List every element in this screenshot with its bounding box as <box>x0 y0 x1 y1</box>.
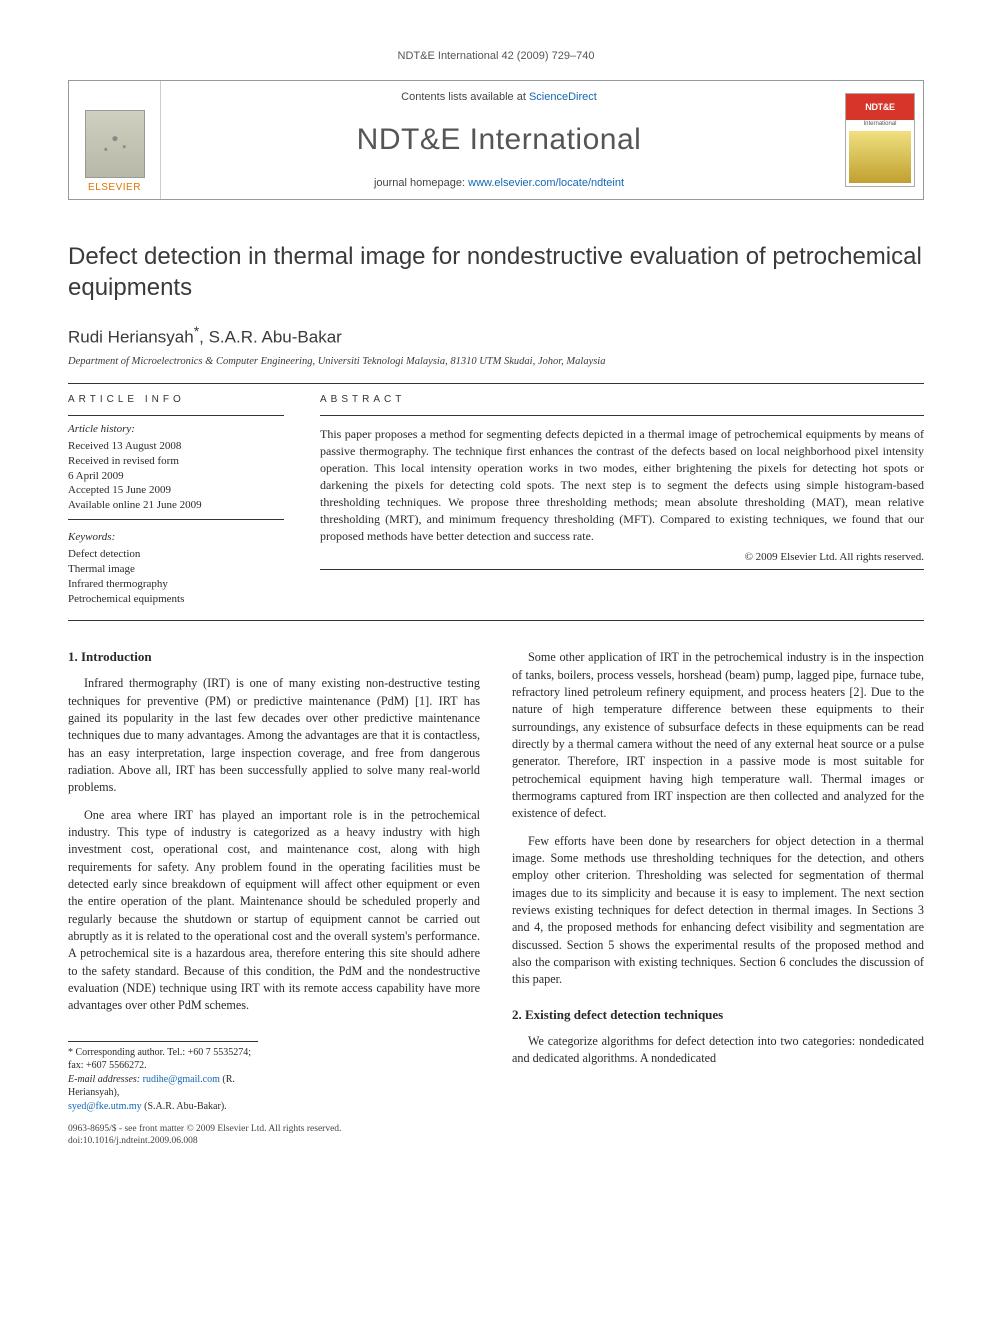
divider <box>320 569 924 570</box>
contents-prefix: Contents lists available at <box>401 91 529 103</box>
homepage-prefix: journal homepage: <box>374 177 468 189</box>
divider <box>68 620 924 621</box>
sciencedirect-link[interactable]: ScienceDirect <box>529 91 597 103</box>
footnotes: * Corresponding author. Tel.: +60 7 5535… <box>68 1041 258 1114</box>
paragraph: Infrared thermography (IRT) is one of ma… <box>68 675 480 796</box>
author-separator: , <box>199 328 208 347</box>
affiliation: Department of Microelectronics & Compute… <box>68 356 924 367</box>
history-line: Received 13 August 2008 <box>68 439 284 454</box>
body-columns: 1. Introduction Infrared thermography (I… <box>68 649 924 1147</box>
history-line: Available online 21 June 2009 <box>68 498 284 513</box>
corresponding-note: * Corresponding author. Tel.: +60 7 5535… <box>68 1046 258 1073</box>
paragraph: Few efforts have been done by researcher… <box>512 833 924 989</box>
email-who: (S.A.R. Abu-Bakar). <box>142 1101 227 1112</box>
article-history: Article history: Received 13 August 2008… <box>68 415 284 520</box>
divider <box>320 415 924 416</box>
keywords-lead: Keywords: <box>68 530 284 545</box>
publisher-block: ELSEVIER <box>69 81 161 199</box>
journal-title: NDT&E International <box>357 123 642 157</box>
email-lead: E-mail addresses: <box>68 1074 143 1085</box>
keyword: Petrochemical equipments <box>68 592 284 607</box>
abstract-heading: ABSTRACT <box>320 394 924 405</box>
doi-line: doi:10.1016/j.ndteint.2009.06.008 <box>68 1135 480 1147</box>
keyword: Defect detection <box>68 547 284 562</box>
contents-available-line: Contents lists available at ScienceDirec… <box>401 91 597 103</box>
bottom-meta: 0963-8695/$ - see front matter © 2009 El… <box>68 1123 480 1148</box>
abstract-copyright: © 2009 Elsevier Ltd. All rights reserved… <box>320 551 924 563</box>
keyword: Thermal image <box>68 562 284 577</box>
section-heading: 1. Introduction <box>68 649 480 665</box>
paragraph: We categorize algorithms for defect dete… <box>512 1033 924 1068</box>
journal-cover-icon: NDT&E International <box>845 93 915 187</box>
email-note: E-mail addresses: rudihe@gmail.com (R. H… <box>68 1073 258 1100</box>
banner-center: Contents lists available at ScienceDirec… <box>161 81 837 199</box>
homepage-line: journal homepage: www.elsevier.com/locat… <box>374 177 624 189</box>
abstract-column: ABSTRACT This paper proposes a method fo… <box>320 394 924 606</box>
email-note: syed@fke.utm.my (S.A.R. Abu-Bakar). <box>68 1100 258 1114</box>
paragraph: One area where IRT has played an importa… <box>68 807 480 1015</box>
cover-label: NDT&E <box>865 102 895 112</box>
history-lead: Article history: <box>68 422 284 437</box>
front-matter-line: 0963-8695/$ - see front matter © 2009 El… <box>68 1123 480 1135</box>
meta-row: ARTICLE INFO Article history: Received 1… <box>68 394 924 606</box>
article-title: Defect detection in thermal image for no… <box>68 242 924 303</box>
email-link[interactable]: rudihe@gmail.com <box>143 1074 220 1085</box>
journal-banner: ELSEVIER Contents lists available at Sci… <box>68 80 924 200</box>
author-list: Rudi Heriansyah*, S.A.R. Abu-Bakar <box>68 323 924 348</box>
history-line: Accepted 15 June 2009 <box>68 483 284 498</box>
section-heading: 2. Existing defect detection techniques <box>512 1007 924 1023</box>
cover-image-icon <box>849 131 911 183</box>
left-column: 1. Introduction Infrared thermography (I… <box>68 649 480 1147</box>
keywords-block: Keywords: Defect detection Thermal image… <box>68 530 284 606</box>
cover-thumb-block: NDT&E International <box>837 81 923 199</box>
cover-sublabel: International <box>846 120 914 128</box>
email-link[interactable]: syed@fke.utm.my <box>68 1101 142 1112</box>
abstract-text: This paper proposes a method for segment… <box>320 426 924 545</box>
publisher-name: ELSEVIER <box>88 182 141 193</box>
homepage-url[interactable]: www.elsevier.com/locate/ndteint <box>468 177 624 189</box>
paragraph: Some other application of IRT in the pet… <box>512 649 924 822</box>
elsevier-tree-icon <box>85 110 145 178</box>
author-1: Rudi Heriansyah <box>68 328 194 347</box>
keyword: Infrared thermography <box>68 577 284 592</box>
article-info-column: ARTICLE INFO Article history: Received 1… <box>68 394 284 606</box>
article-info-heading: ARTICLE INFO <box>68 394 284 405</box>
history-line: Received in revised form <box>68 454 284 469</box>
running-header: NDT&E International 42 (2009) 729–740 <box>68 50 924 62</box>
author-2: S.A.R. Abu-Bakar <box>209 328 342 347</box>
right-column: Some other application of IRT in the pet… <box>512 649 924 1147</box>
history-line: 6 April 2009 <box>68 469 284 484</box>
divider <box>68 383 924 384</box>
